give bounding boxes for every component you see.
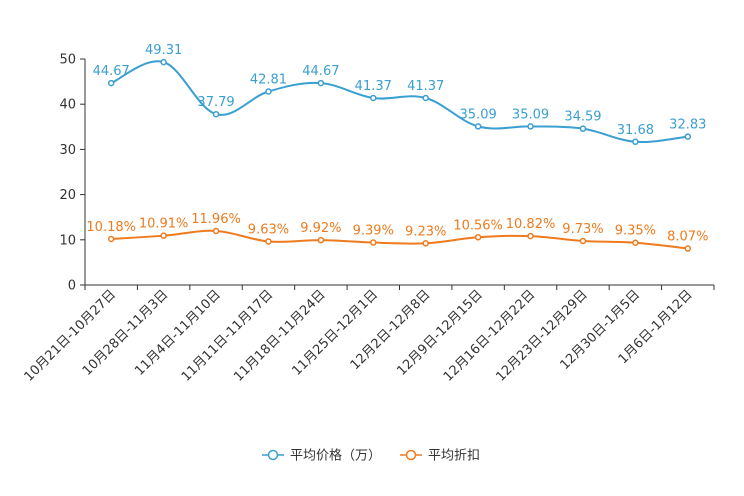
data-point[interactable]	[212, 227, 220, 235]
legend-item-0[interactable]: 平均价格（万）	[262, 448, 381, 464]
data-label: 10.82%	[506, 217, 556, 232]
data-point[interactable]	[684, 245, 692, 252]
data-point[interactable]	[107, 79, 115, 87]
data-label: 44.67	[302, 64, 339, 79]
series-line-1	[111, 229, 688, 250]
data-label: 35.09	[512, 107, 549, 122]
data-label: 35.09	[460, 107, 497, 122]
legend-swatch-marker	[267, 449, 279, 461]
data-label: 44.67	[93, 64, 130, 79]
data-point[interactable]	[527, 232, 534, 240]
x-tick-label: 11月11日-11月17日	[179, 287, 276, 384]
data-point[interactable]	[527, 123, 534, 130]
data-point[interactable]	[160, 232, 167, 239]
data-label: 9.63%	[248, 222, 289, 237]
data-label: 42.81	[250, 72, 287, 87]
series-1: 10.18% 10.91% 11.96% 9.63% 9.92% 9.39% 9.23% 10…	[86, 212, 708, 252]
legend[interactable]: 平均价格（万） 平均折扣	[262, 448, 480, 464]
x-tick-label: 10月21日-10月27日	[22, 287, 119, 384]
data-label: 37.79	[197, 95, 234, 110]
data-label: 8.07%	[667, 230, 708, 245]
data-label: 11.96%	[191, 212, 241, 227]
legend-label: 平均折扣	[428, 449, 480, 464]
data-label: 9.92%	[300, 221, 341, 236]
x-tick-label: 11月18日-11月24日	[231, 287, 328, 384]
axes: 0102030405010月21日-10月27日10月28日-11月3日11月4…	[22, 53, 715, 385]
data-point[interactable]	[579, 237, 587, 245]
y-tick-label: 20	[59, 188, 76, 203]
data-point[interactable]	[107, 235, 115, 243]
legend-item-1[interactable]: 平均折扣	[400, 449, 480, 464]
data-label: 9.23%	[405, 224, 446, 239]
data-point[interactable]	[474, 123, 482, 130]
data-label: 41.37	[407, 79, 444, 94]
data-label: 49.31	[145, 43, 182, 58]
x-tick-label: 12月23日-12月29日	[493, 287, 590, 384]
legend-swatch-marker	[405, 449, 417, 461]
data-point[interactable]	[370, 94, 377, 102]
data-label: 32.83	[669, 118, 706, 133]
data-point[interactable]	[632, 138, 639, 146]
data-label: 34.59	[564, 110, 601, 125]
series-0: 44.67 49.31 37.79 42.81 44.67 41.37 41.37 35.09…	[93, 43, 706, 146]
data-point[interactable]	[632, 239, 639, 246]
y-tick-label: 50	[59, 53, 76, 68]
series-group: 44.67 49.31 37.79 42.81 44.67 41.37 41.37 35.09…	[86, 43, 708, 252]
data-label: 10.18%	[86, 220, 136, 235]
data-label: 9.73%	[562, 222, 603, 237]
data-point[interactable]	[265, 88, 272, 95]
y-tick-label: 40	[59, 98, 76, 113]
data-point[interactable]	[212, 110, 220, 118]
data-label: 31.68	[617, 123, 654, 138]
data-label: 41.37	[355, 79, 392, 94]
data-point[interactable]	[265, 238, 272, 245]
data-label: 10.56%	[453, 218, 503, 233]
data-point[interactable]	[160, 58, 167, 66]
x-tick-label: 12月16日-12月22日	[441, 287, 538, 384]
data-point[interactable]	[317, 79, 325, 87]
data-point[interactable]	[422, 240, 429, 247]
data-label: 9.35%	[615, 224, 656, 239]
y-tick-label: 30	[59, 143, 76, 158]
data-label: 9.39%	[353, 224, 394, 239]
data-label: 10.91%	[139, 217, 189, 232]
data-point[interactable]	[684, 133, 692, 140]
data-point[interactable]	[579, 125, 587, 132]
legend-label: 平均价格（万）	[290, 448, 381, 464]
data-point[interactable]	[422, 94, 429, 102]
y-tick-label: 10	[59, 233, 76, 248]
y-tick-label: 0	[68, 279, 76, 294]
data-point[interactable]	[317, 236, 325, 244]
data-point[interactable]	[370, 239, 377, 246]
data-point[interactable]	[474, 234, 482, 241]
